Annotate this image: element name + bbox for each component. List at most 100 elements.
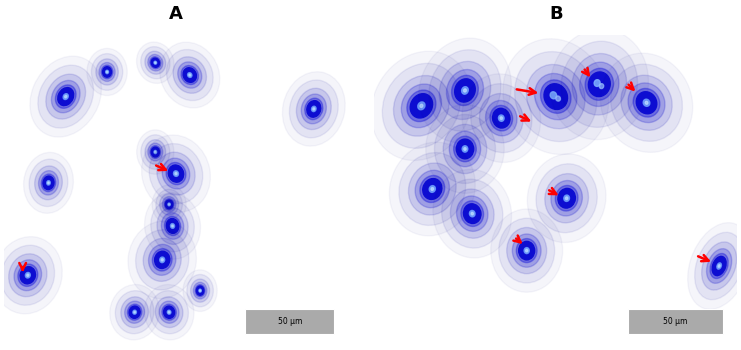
Ellipse shape: [633, 89, 660, 117]
Ellipse shape: [718, 265, 720, 267]
Ellipse shape: [515, 51, 597, 142]
Text: A: A: [169, 5, 182, 23]
Ellipse shape: [579, 62, 619, 106]
Ellipse shape: [1, 245, 55, 305]
Ellipse shape: [155, 62, 156, 63]
Ellipse shape: [155, 151, 156, 153]
Ellipse shape: [471, 84, 532, 153]
Ellipse shape: [64, 95, 67, 98]
Ellipse shape: [431, 188, 433, 190]
Ellipse shape: [141, 135, 170, 169]
Ellipse shape: [157, 208, 188, 244]
Ellipse shape: [464, 89, 466, 92]
Ellipse shape: [35, 166, 62, 200]
Ellipse shape: [500, 117, 502, 120]
Ellipse shape: [572, 54, 627, 115]
Ellipse shape: [611, 64, 682, 141]
Ellipse shape: [199, 290, 201, 291]
Ellipse shape: [150, 57, 161, 69]
Ellipse shape: [63, 94, 68, 99]
Ellipse shape: [439, 61, 491, 119]
Ellipse shape: [525, 249, 528, 252]
Text: 50 μm: 50 μm: [278, 317, 302, 326]
Ellipse shape: [710, 253, 728, 279]
Bar: [245, 309, 334, 334]
Ellipse shape: [193, 282, 207, 299]
Ellipse shape: [702, 242, 737, 290]
Ellipse shape: [564, 195, 570, 202]
Ellipse shape: [47, 181, 50, 185]
Text: 50 μm: 50 μm: [663, 317, 688, 326]
Ellipse shape: [490, 105, 513, 131]
Ellipse shape: [96, 59, 119, 85]
Ellipse shape: [453, 136, 476, 162]
Ellipse shape: [190, 279, 210, 302]
Ellipse shape: [545, 174, 588, 223]
Ellipse shape: [588, 72, 611, 97]
Ellipse shape: [621, 75, 672, 130]
Ellipse shape: [165, 200, 173, 209]
Ellipse shape: [156, 189, 182, 219]
Ellipse shape: [181, 65, 199, 85]
Ellipse shape: [133, 310, 136, 314]
Ellipse shape: [155, 251, 170, 268]
Ellipse shape: [485, 100, 517, 136]
Ellipse shape: [149, 144, 203, 204]
Ellipse shape: [172, 225, 173, 227]
Ellipse shape: [493, 108, 510, 128]
Ellipse shape: [121, 297, 148, 328]
Ellipse shape: [717, 263, 722, 269]
Ellipse shape: [46, 74, 86, 119]
Ellipse shape: [156, 297, 183, 328]
Ellipse shape: [399, 153, 465, 225]
Ellipse shape: [407, 90, 436, 121]
Ellipse shape: [150, 200, 194, 252]
Ellipse shape: [20, 267, 36, 284]
Ellipse shape: [594, 80, 600, 86]
Ellipse shape: [170, 224, 175, 228]
Bar: [628, 309, 722, 334]
Ellipse shape: [148, 143, 163, 161]
Ellipse shape: [551, 92, 556, 99]
Ellipse shape: [418, 102, 425, 110]
Ellipse shape: [305, 98, 323, 120]
Ellipse shape: [143, 238, 182, 281]
Ellipse shape: [165, 216, 181, 236]
Ellipse shape: [154, 150, 156, 154]
Ellipse shape: [160, 257, 165, 262]
Ellipse shape: [154, 61, 156, 64]
Ellipse shape: [14, 260, 41, 290]
Ellipse shape: [165, 199, 174, 210]
Ellipse shape: [643, 99, 650, 106]
Ellipse shape: [189, 74, 190, 76]
Ellipse shape: [129, 306, 140, 318]
Ellipse shape: [462, 87, 468, 94]
Ellipse shape: [499, 218, 555, 283]
Ellipse shape: [556, 96, 560, 101]
Ellipse shape: [451, 189, 494, 238]
Ellipse shape: [162, 158, 190, 189]
Ellipse shape: [415, 170, 450, 208]
Ellipse shape: [712, 256, 726, 276]
Ellipse shape: [402, 84, 442, 128]
Ellipse shape: [461, 201, 484, 226]
Ellipse shape: [456, 196, 488, 231]
Ellipse shape: [455, 79, 475, 102]
Ellipse shape: [462, 146, 468, 152]
Ellipse shape: [187, 274, 213, 307]
Ellipse shape: [311, 106, 316, 112]
Text: B: B: [549, 5, 562, 23]
Ellipse shape: [159, 194, 179, 215]
Ellipse shape: [434, 114, 496, 183]
Ellipse shape: [534, 74, 577, 120]
Ellipse shape: [429, 50, 501, 131]
Ellipse shape: [153, 248, 172, 271]
Ellipse shape: [196, 286, 204, 295]
Ellipse shape: [47, 182, 49, 184]
Ellipse shape: [145, 51, 166, 74]
Ellipse shape: [127, 304, 142, 320]
Ellipse shape: [442, 179, 503, 248]
Ellipse shape: [159, 301, 179, 323]
Ellipse shape: [451, 75, 479, 106]
Ellipse shape: [150, 290, 188, 334]
